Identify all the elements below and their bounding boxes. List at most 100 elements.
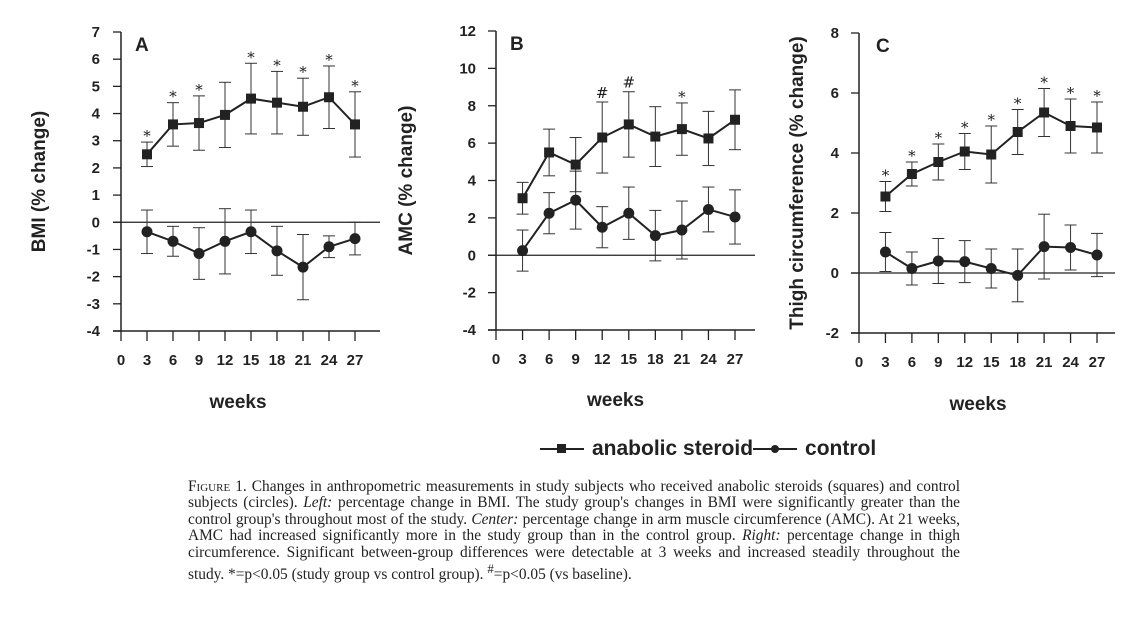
- y-tick-label: 2: [468, 210, 476, 227]
- annotation-asterisk: *: [247, 48, 255, 66]
- data-point-circle: [141, 226, 153, 238]
- annotation-asterisk: *: [678, 88, 686, 106]
- x-tick-label: 12: [956, 354, 973, 371]
- y-tick-label: -2: [463, 285, 476, 302]
- y-tick-label: 7: [92, 24, 100, 41]
- data-point-square: [570, 159, 581, 170]
- data-point-circle: [959, 256, 971, 268]
- legend: anabolic steroid control: [540, 436, 876, 462]
- series-anabolic-steroid: * * * * * * * * *: [879, 74, 1103, 212]
- data-point-circle: [906, 263, 918, 274]
- y-axis-title: AMC (% change): [396, 106, 417, 256]
- legend-label-steroid: anabolic steroid: [592, 437, 754, 460]
- data-point-square: [1039, 107, 1050, 118]
- data-point-circle: [570, 194, 582, 206]
- y-tick-label: 4: [468, 173, 477, 190]
- x-tick-label: 21: [1036, 354, 1053, 371]
- y-tick-label: 6: [92, 51, 100, 68]
- data-point-square: [324, 92, 334, 103]
- panel-letter: C: [876, 36, 890, 57]
- data-point-circle: [596, 221, 608, 233]
- data-point-circle: [167, 235, 179, 247]
- data-point-square: [676, 124, 687, 135]
- data-point-circle: [985, 263, 997, 274]
- data-point-circle: [349, 233, 361, 245]
- x-tick-label: 0: [855, 354, 863, 371]
- series-control: [879, 213, 1103, 303]
- data-point-circle: [543, 207, 555, 219]
- data-point-circle: [1091, 249, 1103, 261]
- caption-text: percentage change in BMI. The study grou…: [188, 494, 960, 528]
- square-marker-icon: [540, 439, 584, 459]
- y-tick-label: 8: [831, 25, 839, 42]
- data-point-square: [959, 146, 970, 157]
- x-tick-label: 3: [518, 351, 526, 368]
- annotation-asterisk: *: [169, 88, 177, 106]
- x-tick-label: 0: [117, 352, 125, 369]
- x-tick-label: 24: [321, 352, 338, 369]
- y-tick-label: 10: [459, 60, 476, 77]
- annotation-asterisk: *: [325, 51, 333, 69]
- y-tick-label: 2: [831, 205, 839, 222]
- x-tick-label: 6: [169, 352, 177, 369]
- caption-left-label: Left:: [303, 494, 333, 512]
- series-control: [141, 208, 361, 301]
- x-tick-label: 18: [269, 352, 286, 369]
- data-point-circle: [193, 248, 205, 260]
- x-tick-label: 18: [647, 351, 664, 368]
- data-point-circle: [323, 241, 335, 253]
- y-tick-label: 6: [468, 135, 476, 152]
- data-point-circle: [297, 261, 309, 273]
- y-axis-title: BMI (% change): [29, 111, 50, 252]
- annotation-asterisk: *: [1067, 84, 1075, 102]
- annotation-asterisk: *: [273, 56, 281, 74]
- data-point-square: [298, 101, 308, 112]
- data-point-square: [544, 147, 555, 158]
- figure-caption: Figure 1. Changes in anthropometric meas…: [188, 478, 960, 584]
- y-tick-label: -4: [87, 323, 101, 340]
- y-tick-label: -1: [87, 241, 100, 258]
- y-tick-label: -2: [87, 269, 100, 286]
- data-point-square: [350, 119, 360, 130]
- data-point-circle: [1065, 242, 1077, 253]
- annotation-hash: #: [622, 74, 635, 92]
- data-point-circle: [1012, 269, 1024, 281]
- x-tick-label: 6: [908, 354, 916, 371]
- y-tick-label: 8: [468, 98, 476, 115]
- data-point-square: [730, 114, 740, 125]
- data-point-square: [142, 149, 152, 160]
- x-tick-label: 15: [620, 351, 637, 368]
- x-tick-label: 27: [727, 351, 744, 368]
- x-tick-label: 12: [217, 352, 234, 369]
- x-tick-label: 15: [243, 352, 260, 369]
- caption-center-label: Center:: [471, 510, 519, 528]
- y-tick-label: 3: [92, 133, 100, 150]
- y-tick-label: 0: [468, 247, 476, 264]
- x-axis-title: weeks: [586, 390, 644, 411]
- data-point-circle: [517, 245, 529, 257]
- y-tick-label: 1: [92, 187, 100, 204]
- data-point-circle: [879, 246, 891, 258]
- x-tick-label: 27: [1089, 354, 1106, 371]
- y-tick-label: 5: [92, 78, 100, 95]
- data-point-circle: [649, 230, 661, 242]
- data-point-square: [220, 109, 230, 120]
- annotation-asterisk: *: [935, 129, 943, 147]
- x-tick-label: 9: [934, 354, 942, 371]
- data-point-square: [1012, 127, 1023, 137]
- data-point-square: [194, 118, 204, 129]
- x-tick-label: 21: [295, 352, 312, 369]
- data-point-square: [272, 97, 282, 108]
- data-point-circle: [245, 226, 257, 238]
- data-point-square: [880, 191, 891, 202]
- annotation-asterisk: *: [195, 81, 203, 99]
- y-tick-label: 6: [831, 85, 839, 102]
- data-point-square: [650, 131, 661, 142]
- caption-hash: #: [487, 562, 494, 577]
- y-tick-label: 4: [92, 106, 101, 123]
- data-point-circle: [219, 235, 231, 247]
- series-control: [516, 170, 741, 272]
- data-point-square: [597, 132, 608, 143]
